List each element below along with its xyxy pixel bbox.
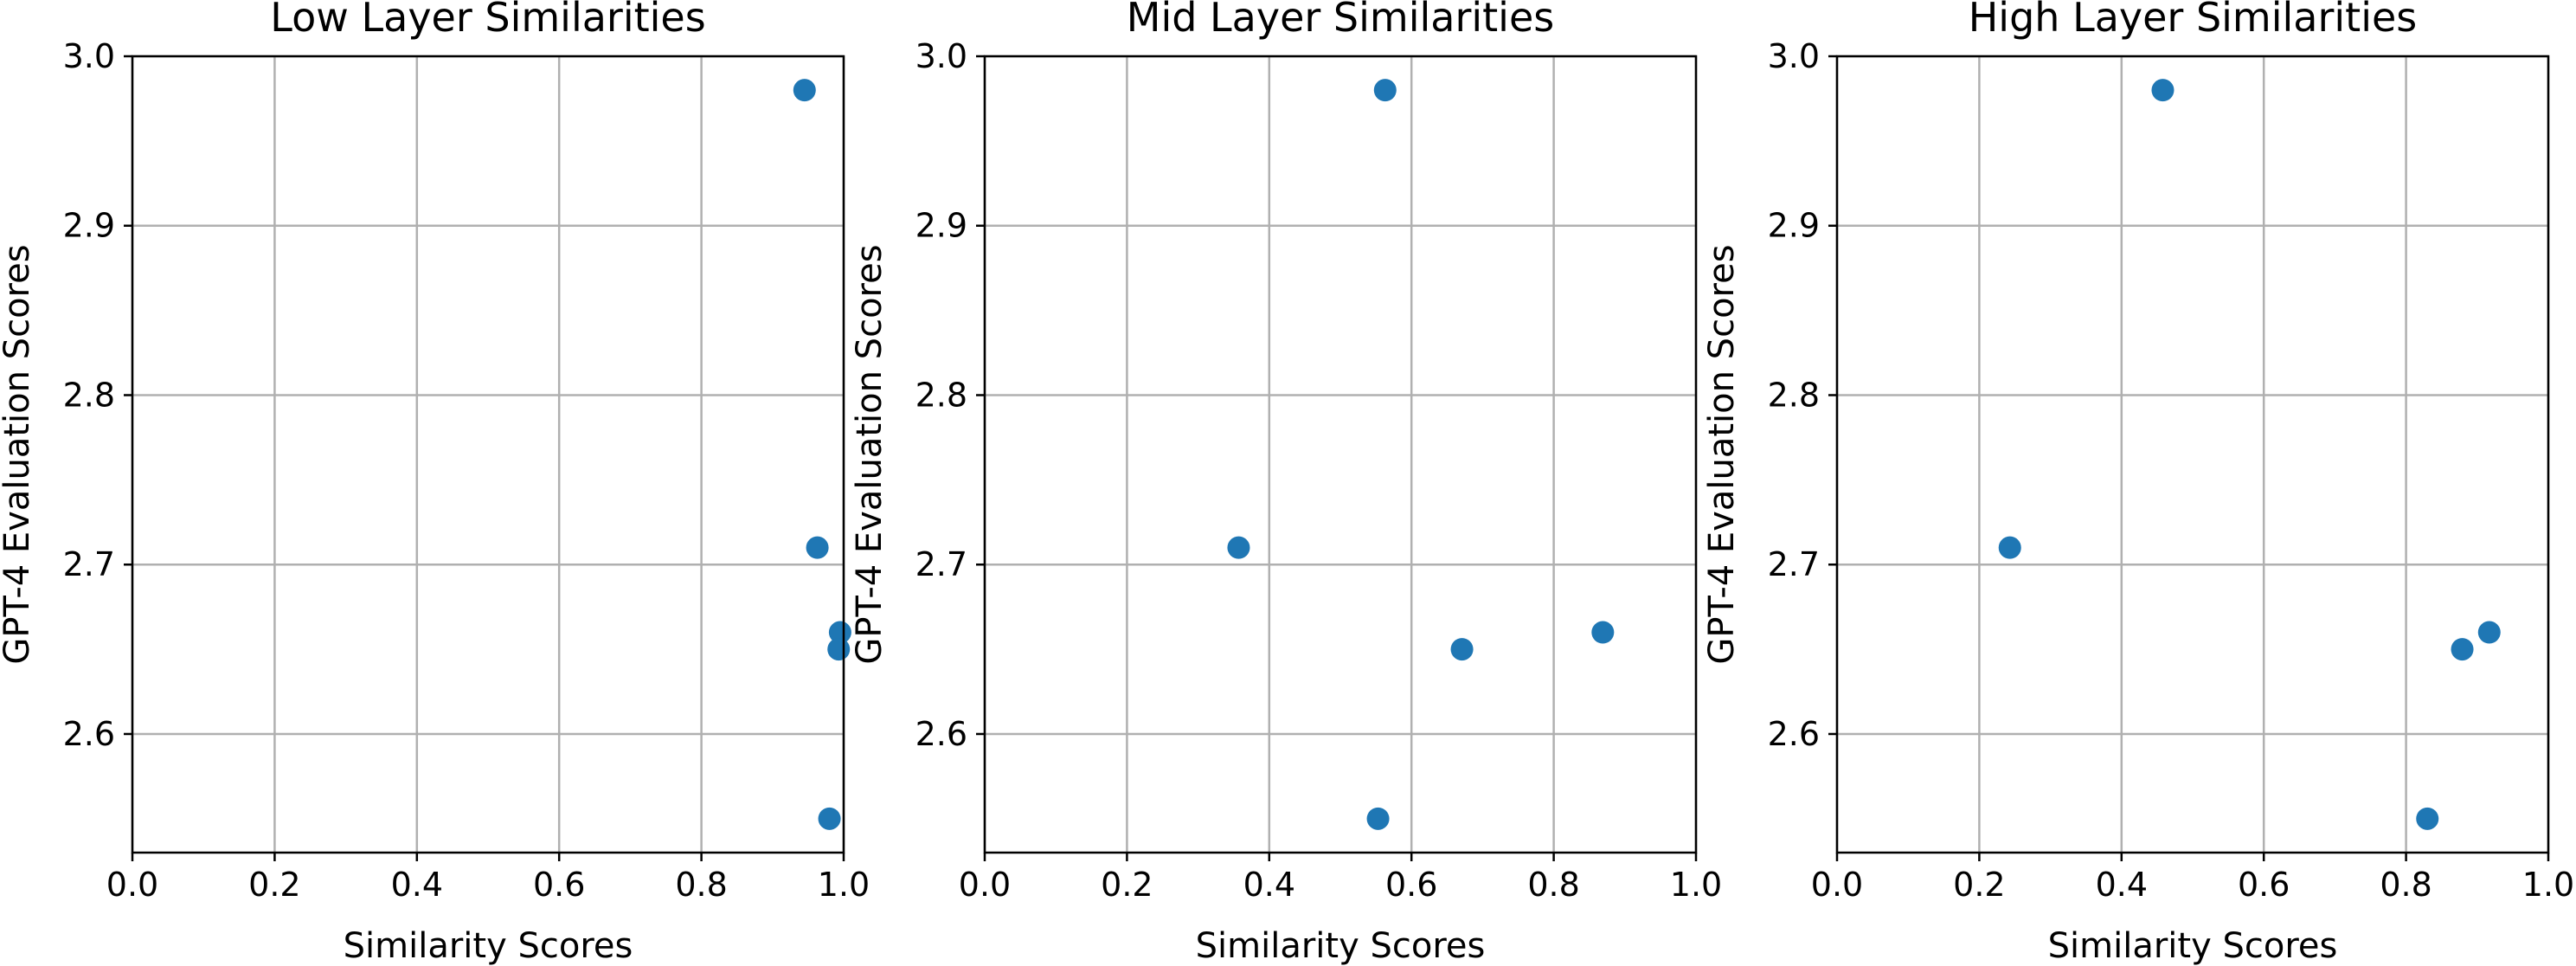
data-point — [1373, 79, 1397, 102]
x-tick-label: 0.8 — [1527, 866, 1579, 904]
plot-frame — [1835, 55, 2550, 854]
x-axis-label: Similarity Scores — [2048, 926, 2338, 966]
y-axis-label: GPT-4 Evaluation Scores — [0, 244, 37, 664]
x-tick-label: 1.0 — [818, 866, 870, 904]
x-tick-label: 0.6 — [533, 866, 585, 904]
data-point — [2451, 638, 2474, 661]
x-tick-label: 0.0 — [1811, 866, 1863, 904]
data-point — [1998, 536, 2021, 559]
x-tick-label: 0.4 — [1243, 866, 1295, 904]
y-tick-label: 2.8 — [915, 376, 967, 414]
x-tick-label: 0.8 — [2380, 866, 2431, 904]
y-tick-label: 2.6 — [1768, 715, 1820, 753]
y-tick-label: 2.8 — [1768, 376, 1820, 414]
y-tick-label: 3.0 — [1768, 37, 1820, 75]
x-tick-label: 0.6 — [1385, 866, 1437, 904]
y-tick-label: 2.7 — [1768, 545, 1820, 583]
data-point — [793, 79, 816, 102]
x-axis-label: Similarity Scores — [1196, 926, 1486, 966]
x-tick-label: 0.0 — [959, 866, 1011, 904]
y-tick-label: 3.0 — [915, 37, 967, 75]
y-tick-label: 2.7 — [915, 545, 967, 583]
data-point — [1366, 807, 1390, 830]
x-tick-label: 0.4 — [391, 866, 443, 904]
y-tick-label: 2.9 — [1768, 207, 1820, 245]
x-tick-label: 0.6 — [2238, 866, 2290, 904]
data-point — [818, 807, 841, 830]
y-tick-label: 2.8 — [63, 376, 115, 414]
plot-frame — [983, 55, 1698, 854]
x-tick-label: 1.0 — [2522, 866, 2574, 904]
plot-frame — [131, 55, 845, 854]
y-tick-label: 2.7 — [63, 545, 115, 583]
data-point — [806, 536, 829, 559]
x-tick-label: 0.8 — [675, 866, 727, 904]
y-tick-label: 2.6 — [63, 715, 115, 753]
y-tick-label: 2.9 — [63, 207, 115, 245]
x-tick-label: 0.0 — [106, 866, 158, 904]
x-tick-label: 0.4 — [2096, 866, 2148, 904]
data-point — [1591, 621, 1615, 644]
data-point — [2477, 621, 2501, 644]
data-point — [2416, 807, 2439, 830]
chart-panel-0: 0.0 0.2 0.4 0.6 0.8 1.0 2.6 2.7 2.8 2.9 3.0 Low Lay… — [0, 0, 870, 966]
chart-panel-2: 0.0 0.2 0.4 0.6 0.8 1.0 2.6 2.7 2.8 2.9 3.0 High La… — [1702, 0, 2574, 966]
x-tick-label: 0.2 — [1101, 866, 1153, 904]
data-point — [827, 638, 851, 661]
data-point — [1227, 536, 1250, 559]
chart-title: Low Layer Similarities — [270, 0, 705, 41]
chart-title: High Layer Similarities — [1969, 0, 2418, 41]
x-axis-label: Similarity Scores — [344, 926, 633, 966]
data-point — [828, 621, 851, 644]
y-tick-label: 2.6 — [915, 715, 967, 753]
data-point — [1450, 638, 1474, 661]
y-tick-label: 3.0 — [63, 37, 115, 75]
y-tick-label: 2.9 — [915, 207, 967, 245]
chart-title: Mid Layer Similarities — [1127, 0, 1554, 41]
data-point — [2151, 79, 2175, 102]
chart-panel-1: 0.0 0.2 0.4 0.6 0.8 1.0 2.6 2.7 2.8 2.9 3.0 Mid Lay… — [850, 0, 1722, 966]
y-axis-label: GPT-4 Evaluation Scores — [1702, 244, 1742, 664]
x-tick-label: 1.0 — [1670, 866, 1722, 904]
y-axis-label: GPT-4 Evaluation Scores — [850, 244, 890, 664]
x-tick-label: 0.2 — [1953, 866, 2005, 904]
x-tick-label: 0.2 — [248, 866, 300, 904]
